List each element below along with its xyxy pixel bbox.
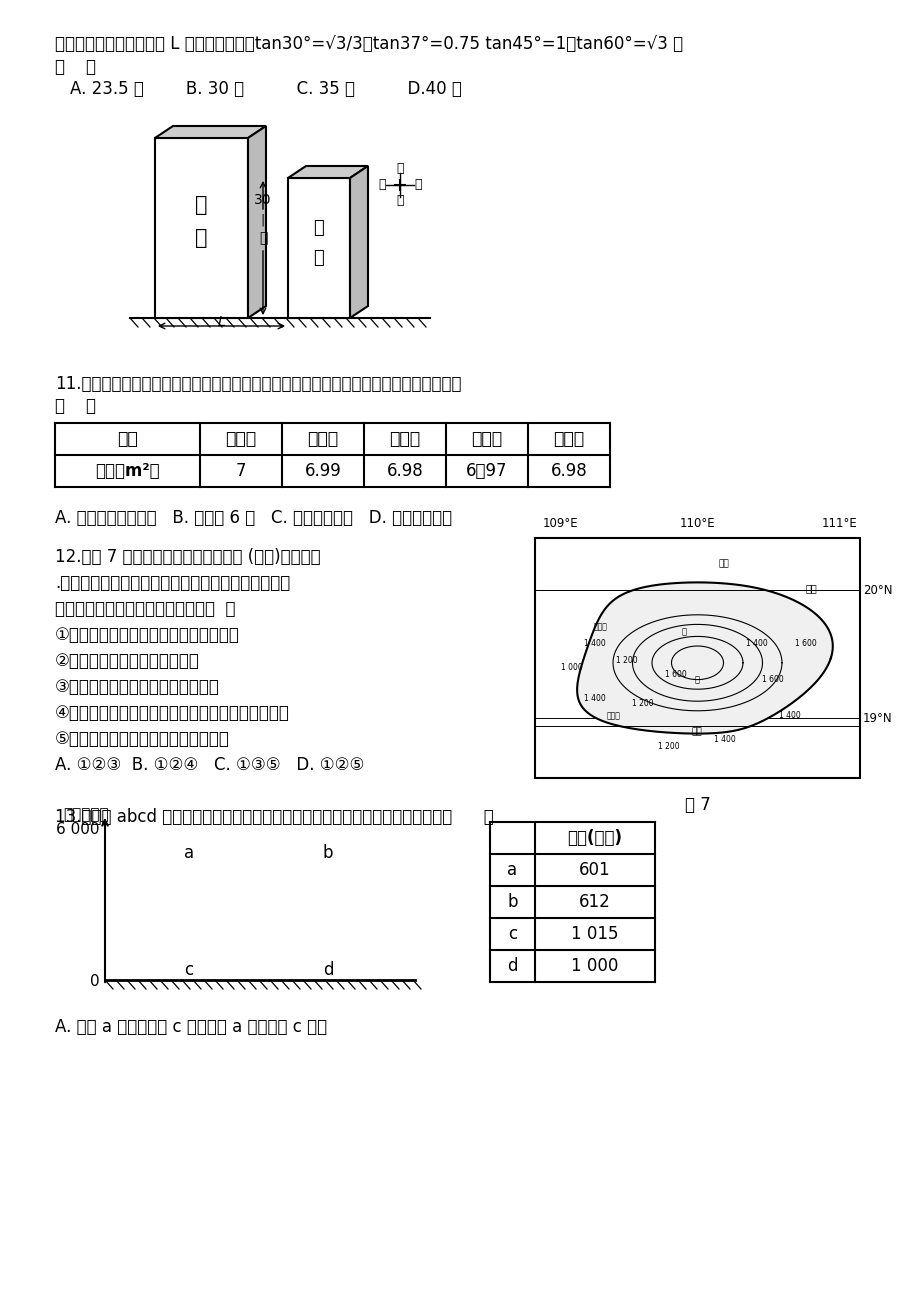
Bar: [535, 538, 859, 779]
Text: 琼: 琼: [680, 628, 686, 635]
Text: 6.98: 6.98: [550, 462, 586, 480]
Text: 东: 东: [396, 163, 403, 176]
Text: 图 7: 图 7: [684, 796, 709, 814]
Text: 北: 北: [195, 195, 208, 215]
Text: 1 000: 1 000: [561, 663, 582, 672]
Text: 601: 601: [579, 861, 610, 879]
Text: 111°E: 111°E: [822, 517, 857, 530]
Text: 楼: 楼: [313, 249, 324, 267]
Text: 7: 7: [235, 462, 246, 480]
Text: 30: 30: [254, 193, 271, 207]
Text: 三亚: 三亚: [690, 728, 701, 737]
Text: A. 23.5 米        B. 30 米          C. 35 米          D.40 米: A. 23.5 米 B. 30 米 C. 35 米 D.40 米: [70, 79, 461, 98]
Text: 0: 0: [90, 974, 100, 990]
Text: 1 200: 1 200: [616, 656, 637, 665]
Text: 北: 北: [378, 178, 385, 191]
Text: 该地建设卫星发射场的有利条件是（  ）: 该地建设卫星发射场的有利条件是（ ）: [55, 600, 235, 618]
Text: 20°N: 20°N: [862, 583, 891, 596]
Text: A. ①②③  B. ①②④   C. ①③⑤   D. ①②⑤: A. ①②③ B. ①②④ C. ①③⑤ D. ①②⑤: [55, 756, 364, 773]
Text: 11.下表是我国某地正南朝向窗户正午时阳光照射在室内地面上的面积统计表，判断该时期: 11.下表是我国某地正南朝向窗户正午时阳光照射在室内地面上的面积统计表，判断该时…: [55, 375, 461, 393]
Text: b: b: [506, 893, 517, 911]
Text: 气压(百帕): 气压(百帕): [567, 829, 622, 848]
Text: 楼: 楼: [195, 228, 208, 247]
Text: 1 600: 1 600: [762, 674, 783, 684]
Text: 面积（m²）: 面积（m²）: [95, 462, 160, 480]
Text: 海口: 海口: [718, 560, 728, 569]
Text: d: d: [506, 957, 517, 975]
Text: 西: 西: [396, 194, 403, 207]
Text: 1 400: 1 400: [777, 711, 800, 720]
Polygon shape: [349, 165, 368, 318]
Text: L: L: [218, 315, 225, 329]
Text: ⑤雨量充足，气温适中，气候条件优越: ⑤雨量充足，气温适中，气候条件优越: [55, 730, 230, 749]
Text: 13.下图中 abcd 四点间存在热力环流，根据四点气压数值判断下列说法正确的是（      ）: 13.下图中 abcd 四点间存在热力环流，根据四点气压数值判断下列说法正确的是…: [55, 809, 494, 825]
Text: d: d: [323, 961, 333, 979]
Text: 洋浦港: 洋浦港: [593, 622, 607, 631]
Text: .我国在该岛东北部的文昌市建设第四座卫星发射场，: .我国在该岛东北部的文昌市建设第四座卫星发射场，: [55, 574, 289, 592]
Text: 时间: 时间: [117, 430, 138, 448]
Text: 1 400: 1 400: [584, 694, 605, 703]
Polygon shape: [288, 165, 368, 178]
Text: c: c: [184, 961, 193, 979]
Text: 6 000: 6 000: [56, 823, 100, 837]
Bar: [154, 138, 248, 318]
Text: （    ）: （ ）: [55, 59, 96, 76]
Text: ③位于沿海，科技发达，技术水平高: ③位于沿海，科技发达，技术水平高: [55, 678, 220, 697]
Text: A. 地球公转速度加快   B. 正处于 6 月   C. 白昼逐渐增长   D. 黑夜逐渐增长: A. 地球公转速度加快 B. 正处于 6 月 C. 白昼逐渐增长 D. 黑夜逐渐…: [55, 509, 451, 527]
Text: 乐东海: 乐东海: [606, 711, 619, 720]
Text: 通: 通: [694, 674, 699, 684]
Text: 第三天: 第三天: [389, 430, 420, 448]
Text: |: |: [261, 214, 265, 227]
Text: a: a: [184, 844, 194, 862]
Text: 1 400: 1 400: [713, 736, 734, 743]
Polygon shape: [248, 126, 266, 318]
Text: 海拔（米）: 海拔（米）: [62, 807, 108, 822]
Text: 南: 南: [313, 219, 324, 237]
Text: 6．97: 6．97: [466, 462, 507, 480]
Text: c: c: [507, 924, 516, 943]
Text: 1 600: 1 600: [664, 671, 686, 680]
Text: 19°N: 19°N: [862, 711, 891, 724]
Text: 1 400: 1 400: [584, 639, 605, 648]
Text: 第五天: 第五天: [553, 430, 584, 448]
Text: 6.99: 6.99: [304, 462, 341, 480]
Polygon shape: [576, 582, 832, 733]
Text: 6.98: 6.98: [386, 462, 423, 480]
Text: 1 600: 1 600: [794, 639, 816, 648]
Text: 1 200: 1 200: [632, 699, 653, 708]
Text: 照，从理论上讲，楼间距 L 最少应为多少（tan30°=√3/3；tan37°=0.75 tan45°=1；tan60°=√3 ）: 照，从理论上讲，楼间距 L 最少应为多少（tan30°=√3/3；tan37°=…: [55, 35, 683, 53]
Text: b: b: [323, 844, 333, 862]
Text: 612: 612: [578, 893, 610, 911]
Text: 南: 南: [414, 178, 421, 191]
Text: 110°E: 110°E: [678, 517, 714, 530]
Text: ②临海，有利于大型部件的运输: ②临海，有利于大型部件的运输: [55, 652, 199, 671]
Text: ④东临南海、太平洋，火箭航区和残骸落区安全性好: ④东临南海、太平洋，火箭航区和残骸落区安全性好: [55, 704, 289, 723]
Text: 1 400: 1 400: [745, 639, 767, 648]
Text: 文昌: 文昌: [804, 583, 816, 592]
Bar: [288, 178, 349, 318]
Text: 1 000: 1 000: [571, 957, 618, 975]
Text: a: a: [507, 861, 517, 879]
Text: 第二天: 第二天: [307, 430, 338, 448]
Text: 12.右图 7 为我国某岛屿年平均降水量 (毫米)分布图，: 12.右图 7 为我国某岛屿年平均降水量 (毫米)分布图，: [55, 548, 321, 566]
Text: ①纬度低，节约火箭燃料，增大有效载荷: ①纬度低，节约火箭燃料，增大有效载荷: [55, 626, 240, 644]
Text: 第四天: 第四天: [471, 430, 502, 448]
Text: A. 由于 a 处气压低于 c 处，所以 a 处气温比 c 处高: A. 由于 a 处气压低于 c 处，所以 a 处气温比 c 处高: [55, 1018, 327, 1036]
Text: 1 015: 1 015: [571, 924, 618, 943]
Text: （    ）: （ ）: [55, 397, 96, 415]
Polygon shape: [154, 126, 266, 138]
Text: 米: 米: [258, 230, 267, 245]
Text: 1 200: 1 200: [658, 742, 679, 751]
Text: 109°E: 109°E: [541, 517, 577, 530]
Text: 第一天: 第一天: [225, 430, 256, 448]
